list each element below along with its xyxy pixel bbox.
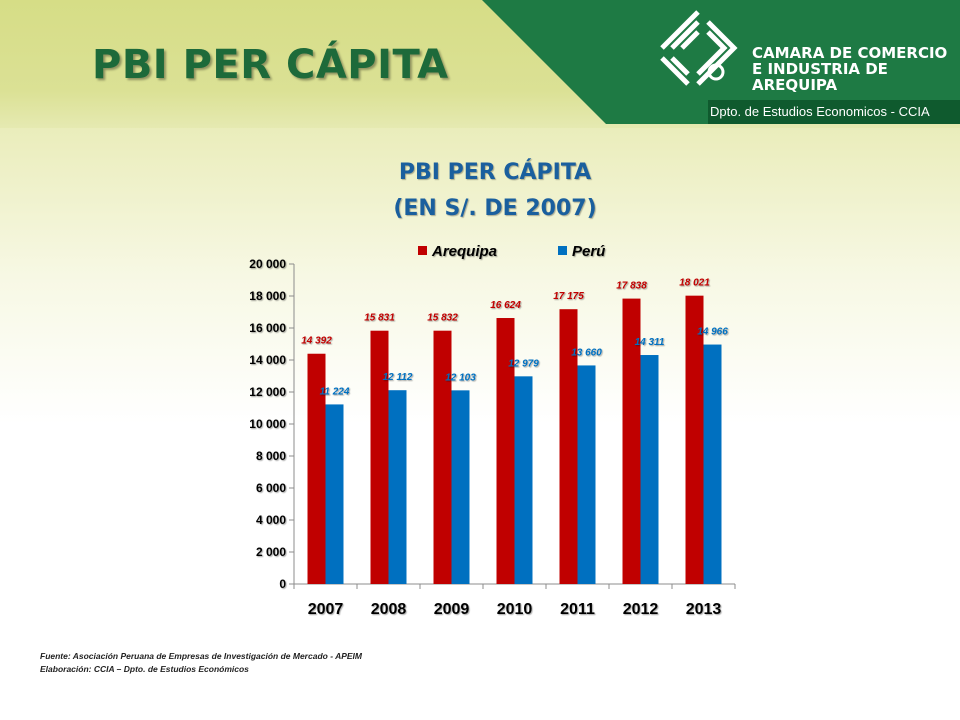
data-label-peru: 12 979 — [508, 358, 539, 369]
ccia-logo-icon — [660, 10, 738, 86]
bar-arequipa — [559, 309, 578, 584]
y-tick-label: 6 000 — [256, 481, 286, 495]
department-label: Dpto. de Estudios Economicos - CCIA — [710, 104, 930, 119]
data-label-peru: 14 966 — [697, 327, 728, 338]
org-name-line-3: AREQUIPA — [752, 76, 838, 94]
bar-peru — [577, 365, 596, 584]
bar-arequipa — [496, 318, 515, 584]
x-tick-label: 2009 — [434, 601, 470, 618]
y-tick-label: 10 000 — [249, 417, 286, 431]
legend-label-arequipa: Arequipa — [431, 243, 497, 260]
x-tick-label: 2010 — [497, 601, 533, 618]
data-label-peru: 14 311 — [635, 337, 665, 348]
data-label-peru: 12 112 — [383, 372, 413, 383]
data-label-arequipa: 14 392 — [301, 336, 332, 347]
bar-arequipa — [622, 298, 641, 584]
y-tick-label: 2 000 — [256, 545, 286, 559]
bar-peru — [514, 376, 533, 584]
bar-peru — [388, 390, 407, 584]
bar-arequipa — [685, 295, 704, 584]
x-tick-label: 2008 — [371, 601, 407, 618]
page-background — [0, 128, 960, 720]
source-note: Fuente: Asociación Peruana de Empresas d… — [40, 651, 362, 661]
bar-peru — [451, 390, 470, 584]
data-label-arequipa: 15 832 — [427, 313, 458, 324]
bar-peru — [640, 355, 659, 584]
y-tick-label: 12 000 — [249, 385, 286, 399]
bar-arequipa — [433, 330, 452, 584]
data-label-arequipa: 16 624 — [490, 300, 521, 311]
chart-subtitle: (EN S/. DE 2007) — [393, 196, 597, 221]
bar-arequipa — [370, 330, 389, 584]
y-tick-label: 4 000 — [256, 513, 286, 527]
data-label-arequipa: 15 831 — [364, 313, 395, 324]
y-tick-label: 16 000 — [249, 321, 286, 335]
y-tick-label: 18 000 — [249, 289, 286, 303]
legend-label-peru: Perú — [572, 243, 605, 260]
department-bar — [708, 100, 960, 124]
x-tick-label: 2011 — [560, 601, 595, 618]
y-tick-label: 14 000 — [249, 353, 286, 367]
y-tick-label: 0 — [279, 577, 286, 591]
data-label-peru: 13 660 — [571, 347, 602, 358]
bar-peru — [325, 404, 344, 584]
data-label-peru: 12 103 — [445, 372, 476, 383]
data-label-arequipa: 17 175 — [553, 291, 584, 302]
data-label-arequipa: 17 838 — [616, 281, 647, 292]
org-name-line-2: E INDUSTRIA DE — [752, 60, 888, 78]
page-title: PBI PER CÁPITA — [92, 42, 449, 88]
data-label-arequipa: 18 021 — [679, 278, 710, 289]
legend-swatch-arequipa — [418, 246, 427, 255]
prepared-by-note: Elaboración: CCIA – Dpto. de Estudios Ec… — [40, 664, 249, 674]
x-tick-label: 2007 — [308, 601, 344, 618]
x-tick-label: 2012 — [623, 601, 659, 618]
organization-name: CAMARA DE COMERCIO E INDUSTRIA DE AREQUI… — [752, 45, 957, 93]
y-tick-label: 8 000 — [256, 449, 286, 463]
legend-swatch-peru — [558, 246, 567, 255]
x-tick-label: 2013 — [686, 601, 722, 618]
bar-peru — [703, 344, 722, 584]
y-tick-label: 20 000 — [249, 257, 286, 271]
chart-title: PBI PER CÁPITA — [398, 160, 592, 185]
data-label-peru: 11 224 — [320, 386, 350, 397]
bar-arequipa — [307, 353, 326, 584]
org-name-line-1: CAMARA DE COMERCIO — [752, 44, 948, 62]
